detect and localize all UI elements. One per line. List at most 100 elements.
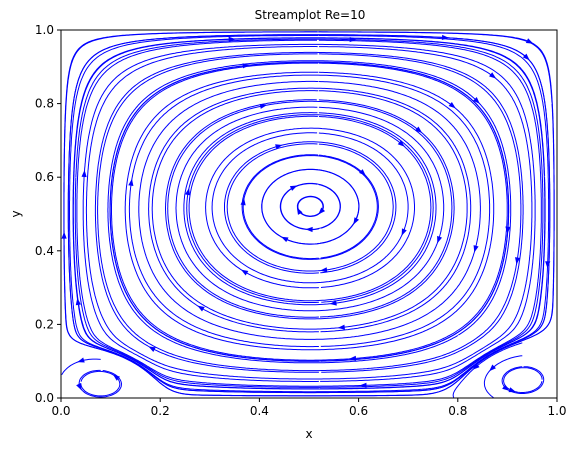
stream-arrow [275, 144, 283, 150]
stream-arrow [448, 101, 456, 109]
stream-arrow [320, 267, 328, 273]
streamline [188, 115, 432, 302]
streamline [78, 369, 123, 398]
stream-arrow [61, 231, 67, 239]
x-tick-label: 1.0 [547, 404, 566, 418]
stream-arrow [359, 382, 367, 388]
y-tick-label: 0.2 [35, 317, 54, 331]
streamline [138, 80, 481, 340]
x-axis-label: x [305, 427, 312, 441]
stream-arrow [242, 63, 250, 69]
streamline [175, 106, 445, 312]
streamline [224, 141, 397, 274]
y-tick-label: 0.6 [35, 170, 54, 184]
streamline [61, 358, 101, 376]
x-tick-label: 0.2 [151, 404, 170, 418]
stream-arrow [473, 97, 480, 104]
stream-arrow [281, 236, 289, 243]
stream-arrow [508, 387, 516, 393]
streamline [111, 62, 508, 361]
stream-arrow [415, 126, 423, 133]
streamline [167, 100, 453, 318]
streamline [241, 154, 379, 260]
stream-arrow [148, 346, 156, 353]
y-axis-ticks: 0.0 0.2 0.4 0.6 0.8 1.0 [35, 23, 61, 405]
stream-arrow [359, 169, 366, 176]
stream-arrow [76, 382, 82, 391]
stream-arrow [296, 207, 303, 215]
streamline [452, 342, 523, 398]
stream-arrow [401, 228, 407, 236]
x-tick-label: 0.6 [349, 404, 368, 418]
stream-arrow [259, 103, 268, 109]
streamline [151, 90, 468, 330]
streamline [109, 61, 509, 362]
streamline [186, 114, 434, 303]
stream-arrow [472, 363, 480, 370]
stream-arrow [240, 269, 249, 276]
streamline [279, 182, 341, 231]
stream-arrow [473, 245, 479, 253]
stream-arrow [349, 36, 357, 43]
stream-arrow [185, 187, 191, 196]
streamline [296, 195, 324, 218]
streamline [76, 39, 542, 387]
streamline [280, 183, 341, 230]
streamline [80, 370, 121, 397]
streamline [128, 74, 491, 348]
y-tick-label: 1.0 [35, 23, 54, 37]
streamlines [61, 31, 555, 399]
stream-arrow [349, 355, 357, 361]
streamline [501, 366, 545, 394]
stream-arrow [81, 169, 87, 178]
y-tick-label: 0.4 [35, 244, 54, 258]
stream-arrow [522, 53, 530, 61]
stream-arrow [112, 374, 120, 381]
stream-arrow [502, 384, 510, 391]
stream-arrow [318, 207, 326, 215]
streamline [63, 31, 555, 397]
streamline [85, 46, 533, 380]
stream-arrow [441, 34, 449, 41]
plot-frame [60, 29, 558, 399]
streamline [69, 35, 550, 393]
stream-arrow [228, 36, 236, 43]
x-tick-label: 0.8 [448, 404, 467, 418]
streamline [72, 37, 546, 390]
streamline [67, 34, 551, 394]
stream-arrow [525, 38, 534, 44]
stream-arrow [515, 257, 521, 265]
chart-title: Streamplot Re=10 [255, 8, 366, 22]
stream-arrow [489, 364, 496, 372]
streamline [82, 43, 536, 382]
streamline [107, 60, 512, 364]
streamline [261, 169, 360, 245]
streamline [226, 143, 394, 272]
stream-arrow [545, 261, 551, 269]
x-axis-ticks: 0.0 0.2 0.4 0.6 0.8 1.0 [51, 398, 567, 418]
stream-arrow [197, 305, 205, 312]
stream-arrow [397, 140, 405, 147]
y-axis-label: y [9, 210, 23, 217]
stream-arrow [128, 178, 134, 187]
y-tick-label: 0.8 [35, 97, 54, 111]
stream-arrow [489, 72, 497, 79]
x-tick-label: 0.0 [51, 404, 70, 418]
stream-arrow [353, 217, 360, 225]
stream-arrow [289, 185, 298, 191]
stream-arrow [305, 226, 313, 233]
x-tick-label: 0.4 [250, 404, 269, 418]
stream-arrow [77, 357, 85, 363]
stream-arrow [505, 226, 511, 234]
stream-arrow [75, 297, 81, 306]
streamline [148, 87, 472, 333]
streamline [211, 132, 409, 284]
y-tick-label: 0.0 [35, 391, 54, 405]
streamline [124, 71, 495, 351]
streamline [242, 154, 378, 260]
streamline [74, 38, 544, 388]
stream-arrow [437, 235, 443, 244]
stream-arrows [61, 34, 551, 393]
streamline [183, 112, 437, 306]
